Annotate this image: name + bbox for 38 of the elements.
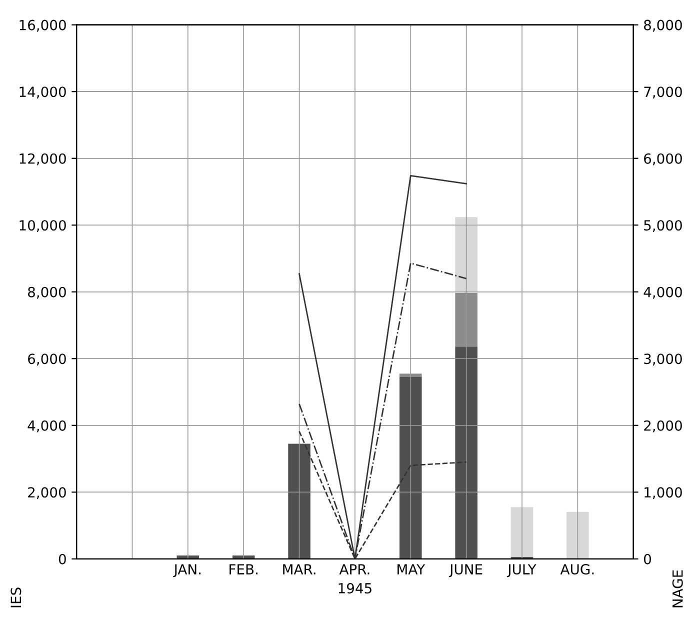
- y2-tick-label: 7,000: [644, 86, 682, 98]
- y-tick-label: 14,000: [20, 86, 66, 98]
- y2-axis-title: NAGE: [672, 570, 683, 608]
- y-tick-label: 8,000: [28, 286, 66, 299]
- y2-tick-label: 1,000: [644, 487, 682, 500]
- line-series: [298, 175, 468, 559]
- y2-tick-label: 8,000: [644, 20, 682, 32]
- x-tick-label: MAR.: [283, 564, 316, 574]
- bar: [455, 346, 478, 559]
- x-tick-label: AUG.: [560, 564, 594, 575]
- bar: [510, 507, 534, 557]
- x-tick-label: JUNE: [448, 564, 482, 578]
- y2-tick-label: 0: [644, 554, 651, 564]
- y-tick-label: 2,000: [28, 487, 66, 500]
- y-tick-label: 6,000: [28, 354, 66, 366]
- x-tick-label: MAY: [398, 564, 426, 574]
- bar: [566, 512, 589, 559]
- y-tick-label: 12,000: [20, 153, 66, 166]
- bar: [400, 374, 422, 377]
- y2-tick-label: 5,000: [644, 220, 682, 232]
- y-tick-label: 10,000: [20, 220, 66, 232]
- y2-tick-label: 3,000: [644, 354, 682, 366]
- x-tick-label: JAN.: [173, 564, 200, 578]
- y2-tick-label: 2,000: [644, 420, 682, 432]
- x-axis-title: 1945: [338, 583, 372, 594]
- y2-tick-label: 6,000: [644, 153, 682, 166]
- y-tick-label: 4,000: [28, 420, 66, 432]
- x-tick-label: JULY: [506, 564, 536, 578]
- bar: [288, 444, 310, 559]
- x-tick-label: APR.: [339, 564, 370, 574]
- bar: [455, 292, 478, 347]
- y2-tick-label: 4,000: [644, 286, 682, 299]
- y-tick-label: 0: [58, 554, 66, 564]
- y-axis-title: IES: [10, 588, 22, 608]
- y-tick-label: 16,000: [20, 20, 66, 32]
- bar: [400, 376, 422, 559]
- x-tick-label: FEB.: [230, 564, 258, 574]
- bar: [455, 217, 478, 293]
